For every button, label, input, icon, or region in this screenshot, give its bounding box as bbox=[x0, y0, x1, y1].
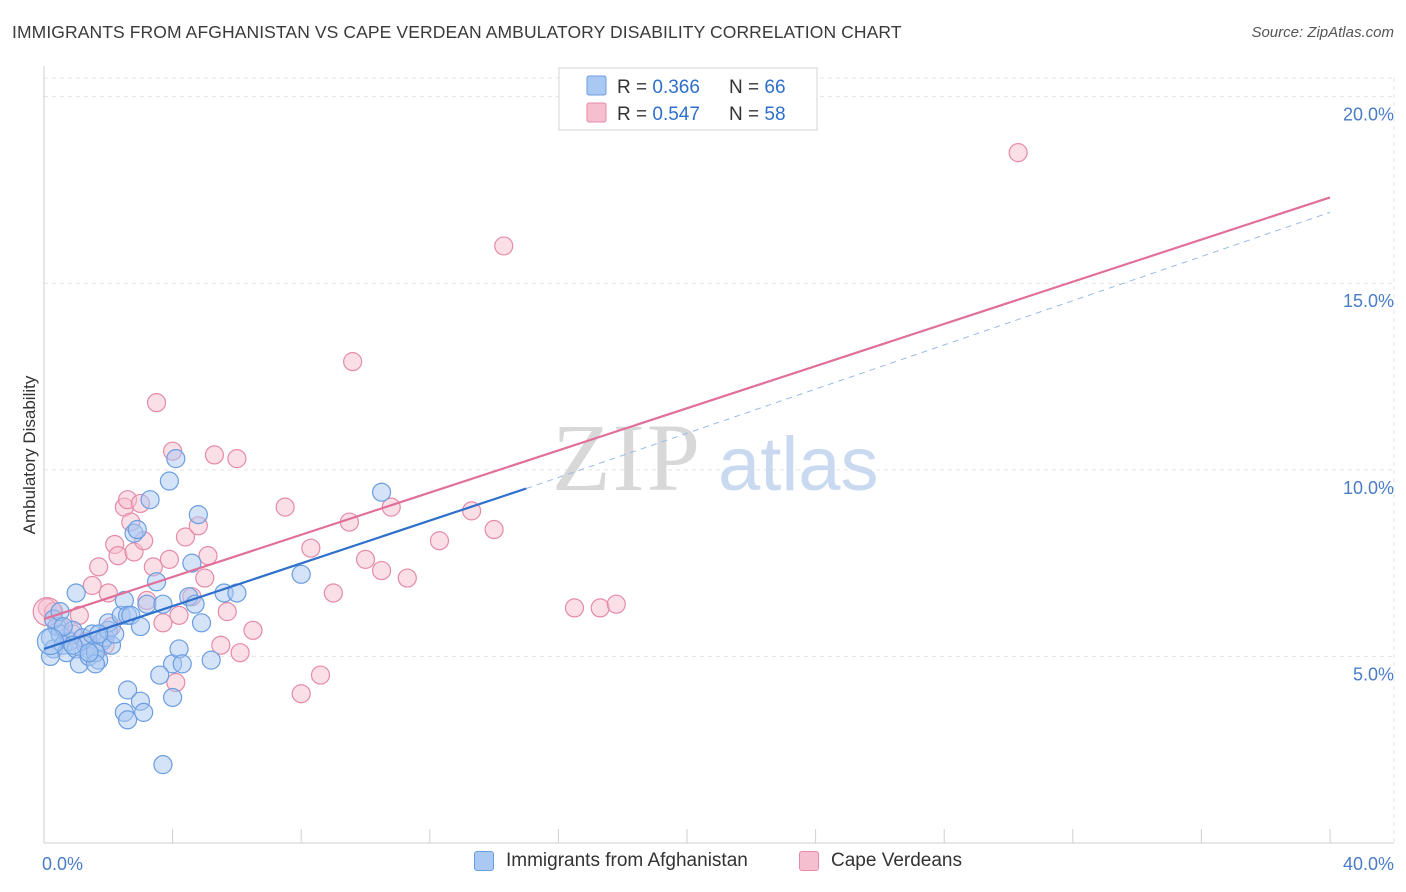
x-tick-label-min: 0.0% bbox=[42, 854, 83, 874]
y-tick-label-1: 10.0% bbox=[1343, 478, 1394, 498]
afghanistan-trend-extension bbox=[526, 211, 1331, 489]
svg-text:N = 58: N = 58 bbox=[729, 104, 786, 125]
cape-verdeans-point-8 bbox=[89, 557, 109, 577]
afghanistan-point-23 bbox=[66, 583, 86, 603]
legend-swatch-pink bbox=[586, 102, 607, 123]
cape-verdeans-point-45 bbox=[343, 352, 363, 372]
afghanistan-point-51 bbox=[291, 564, 311, 584]
cape-verdeans-point-41 bbox=[301, 538, 321, 558]
legend-r-label-blue: R = bbox=[617, 77, 652, 98]
cape-verdeans-point-24 bbox=[159, 549, 179, 569]
cape-verdeans-point-53 bbox=[494, 236, 514, 256]
cape-verdeans-point-51 bbox=[461, 501, 482, 521]
svg-text:N = 66: N = 66 bbox=[729, 77, 786, 98]
cape-verdeans-point-57 bbox=[1008, 143, 1028, 163]
svg-text:R = 0.547: R = 0.547 bbox=[617, 104, 700, 125]
stats-legend: R = 0.366 N = 66 R = 0.547 N = 58 bbox=[558, 67, 818, 131]
cape-verdeans-point-32 bbox=[198, 546, 218, 566]
cape-verdeans-point-13 bbox=[108, 546, 128, 566]
cape-verdeans-point-54 bbox=[564, 598, 585, 618]
y-tick-labels: 5.0% 10.0% 15.0% 20.0% bbox=[1343, 105, 1394, 685]
afghanistan-point-large bbox=[36, 627, 65, 656]
y-tick-label-2: 15.0% bbox=[1343, 291, 1394, 311]
legend-swatch-afghanistan bbox=[474, 851, 494, 871]
afghanistan-point-58 bbox=[153, 755, 173, 775]
cape-verdeans-point-27 bbox=[169, 605, 189, 625]
cape-verdeans-point-36 bbox=[227, 449, 247, 469]
legend-n-label-pink: N = bbox=[729, 104, 764, 125]
afghanistan-point-53 bbox=[117, 680, 138, 700]
afghanistan-point-47 bbox=[191, 613, 212, 633]
afghanistan-point-35 bbox=[140, 490, 160, 510]
cape-verdeans-point-40 bbox=[291, 684, 311, 704]
afghanistan-point-48 bbox=[201, 650, 221, 670]
legend-n-label-blue: N = bbox=[729, 77, 764, 98]
source-label: Source: ZipAtlas.com bbox=[1251, 24, 1394, 41]
legend-n-value-pink: 58 bbox=[764, 104, 785, 125]
cape-verdeans-point-42 bbox=[310, 665, 331, 685]
cape-verdeans-trend-line bbox=[43, 196, 1331, 621]
legend-item-afghanistan[interactable]: Immigrants from Afghanistan bbox=[474, 850, 748, 872]
watermark-atlas: atlas bbox=[718, 422, 879, 507]
legend-swatch-blue bbox=[586, 75, 607, 96]
cape-verdeans-point-47 bbox=[371, 560, 392, 581]
cape-verdeans-point-35 bbox=[217, 602, 237, 622]
y-tick-label-3: 20.0% bbox=[1343, 105, 1394, 125]
legend-r-label-pink: R = bbox=[617, 104, 652, 125]
y-axis-label: Ambulatory Disability bbox=[20, 375, 39, 534]
cape-verdeans-point-56 bbox=[606, 594, 626, 614]
afghanistan-point-33 bbox=[130, 616, 151, 637]
legend-n-value-blue: 66 bbox=[764, 77, 785, 98]
cape-verdeans-point-50 bbox=[429, 531, 450, 551]
cape-verdeans-point-49 bbox=[397, 568, 417, 588]
legend-item-cape-verdeans[interactable]: Cape Verdeans bbox=[799, 850, 962, 872]
series-afghanistan-points bbox=[36, 449, 392, 775]
cape-verdeans-point-43 bbox=[323, 583, 343, 603]
cape-verdeans-point-28 bbox=[175, 527, 196, 547]
legend-label-afghanistan: Immigrants from Afghanistan bbox=[506, 850, 748, 871]
cape-verdeans-point-52 bbox=[484, 519, 504, 540]
cape-verdeans-point-38 bbox=[243, 620, 263, 640]
series-legend: Immigrants from Afghanistan Cape Verdean… bbox=[0, 850, 1406, 880]
legend-label-cape-verdeans: Cape Verdeans bbox=[831, 850, 962, 871]
afghanistan-point-34 bbox=[137, 594, 157, 614]
cape-verdeans-point-31 bbox=[195, 568, 215, 588]
cape-verdeans-point-22 bbox=[146, 393, 167, 413]
afghanistan-point-32 bbox=[127, 519, 147, 540]
afghanistan-point-55 bbox=[117, 710, 138, 730]
y-tick-label-0: 5.0% bbox=[1353, 664, 1394, 684]
legend-r-value-pink: 0.547 bbox=[652, 104, 700, 125]
afghanistan-point-40 bbox=[166, 449, 186, 469]
afghanistan-point-52 bbox=[371, 482, 392, 502]
cape-verdeans-point-55 bbox=[590, 598, 610, 618]
cape-verdeans-point-39 bbox=[275, 497, 295, 517]
afghanistan-point-46 bbox=[188, 505, 208, 525]
cape-verdeans-point-7 bbox=[82, 575, 102, 596]
afghanistan-point-38 bbox=[159, 471, 179, 491]
cape-verdeans-point-23 bbox=[153, 613, 173, 633]
afghanistan-point-63 bbox=[79, 643, 99, 663]
afghanistan-point-42 bbox=[172, 654, 192, 674]
cape-verdeans-point-46 bbox=[355, 549, 376, 569]
legend-r-value-blue: 0.366 bbox=[652, 77, 700, 98]
afghanistan-point-60 bbox=[150, 665, 170, 685]
cape-verdeans-point-37 bbox=[230, 643, 250, 663]
afghanistan-point-57 bbox=[134, 702, 154, 722]
chart-title: IMMIGRANTS FROM AFGHANISTAN VS CAPE VERD… bbox=[12, 22, 902, 42]
watermark: ZIP atlas bbox=[552, 404, 879, 511]
x-tick-label-max: 40.0% bbox=[1343, 854, 1394, 874]
cape-verdeans-point-34 bbox=[211, 635, 231, 655]
afghanistan-point-59 bbox=[163, 687, 183, 708]
trend-lines bbox=[43, 196, 1331, 650]
svg-text:R = 0.366: R = 0.366 bbox=[617, 77, 700, 98]
cape-verdeans-point-33 bbox=[204, 445, 224, 465]
axes bbox=[43, 66, 1394, 844]
afghanistan-point-44 bbox=[182, 553, 202, 573]
watermark-zip: ZIP bbox=[552, 404, 702, 511]
legend-swatch-cape-verdeans bbox=[799, 851, 819, 871]
afghanistan-trend-line bbox=[43, 487, 527, 650]
